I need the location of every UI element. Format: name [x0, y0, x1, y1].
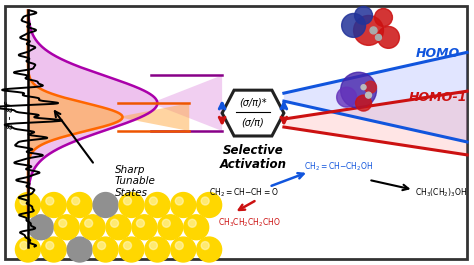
Circle shape — [119, 193, 144, 218]
Text: (σ/π)*: (σ/π)* — [239, 97, 267, 107]
Text: $\rm CH_3CH_2CH_2CHO$: $\rm CH_3CH_2CH_2CHO$ — [218, 217, 281, 229]
Polygon shape — [222, 90, 284, 136]
Circle shape — [175, 197, 183, 205]
Circle shape — [145, 237, 170, 262]
Text: Activation: Activation — [219, 158, 286, 171]
Circle shape — [158, 215, 183, 240]
Text: HOMO-1: HOMO-1 — [409, 91, 467, 104]
Circle shape — [59, 219, 67, 227]
Circle shape — [361, 85, 366, 90]
Circle shape — [188, 219, 196, 227]
Circle shape — [354, 15, 383, 45]
Circle shape — [341, 72, 376, 108]
Circle shape — [41, 237, 66, 262]
Circle shape — [132, 215, 157, 240]
Polygon shape — [284, 52, 467, 142]
Text: $\rm CH_2{=}CH{-}CH{=}O$: $\rm CH_2{=}CH{-}CH{=}O$ — [209, 187, 279, 199]
Circle shape — [110, 219, 118, 227]
Circle shape — [370, 27, 377, 34]
Circle shape — [67, 237, 92, 262]
Circle shape — [377, 26, 400, 48]
Circle shape — [124, 242, 131, 250]
Polygon shape — [118, 103, 189, 131]
Circle shape — [93, 237, 118, 262]
Circle shape — [85, 219, 92, 227]
Circle shape — [93, 193, 118, 218]
Circle shape — [197, 193, 222, 218]
Circle shape — [374, 8, 392, 26]
Circle shape — [46, 197, 54, 205]
Text: Selective: Selective — [223, 144, 283, 157]
Circle shape — [175, 242, 183, 250]
Circle shape — [28, 215, 53, 240]
Circle shape — [72, 197, 80, 205]
Circle shape — [365, 81, 376, 93]
Circle shape — [106, 215, 131, 240]
Circle shape — [98, 242, 106, 250]
Text: $\rm CH_2{=}CH{-}CH_2OH$: $\rm CH_2{=}CH{-}CH_2OH$ — [304, 161, 374, 173]
Circle shape — [356, 95, 372, 111]
Circle shape — [55, 215, 79, 240]
Circle shape — [171, 237, 196, 262]
Text: (σ/π): (σ/π) — [242, 117, 264, 127]
Circle shape — [80, 215, 105, 240]
Circle shape — [67, 193, 92, 218]
Circle shape — [16, 193, 40, 218]
Text: Sharp
Tunable
States: Sharp Tunable States — [115, 165, 155, 198]
Circle shape — [149, 242, 157, 250]
Circle shape — [355, 7, 373, 24]
Circle shape — [16, 237, 40, 262]
Circle shape — [163, 219, 170, 227]
Circle shape — [124, 197, 131, 205]
Circle shape — [197, 237, 222, 262]
Circle shape — [342, 14, 365, 37]
Circle shape — [337, 87, 356, 107]
Circle shape — [20, 197, 28, 205]
Circle shape — [171, 193, 196, 218]
Circle shape — [149, 197, 157, 205]
Circle shape — [365, 92, 372, 98]
Circle shape — [375, 34, 382, 40]
Polygon shape — [284, 91, 467, 155]
Text: HOMO: HOMO — [416, 47, 460, 60]
Circle shape — [137, 219, 145, 227]
Circle shape — [41, 193, 66, 218]
Polygon shape — [151, 75, 222, 131]
Circle shape — [201, 197, 209, 205]
Circle shape — [20, 242, 28, 250]
Circle shape — [46, 242, 54, 250]
Circle shape — [119, 237, 144, 262]
Circle shape — [201, 242, 209, 250]
Text: ε - εf: ε - εf — [5, 102, 15, 129]
Text: $\rm CH_3(CH_2)_3OH$: $\rm CH_3(CH_2)_3OH$ — [415, 187, 467, 199]
Circle shape — [145, 193, 170, 218]
Circle shape — [184, 215, 209, 240]
